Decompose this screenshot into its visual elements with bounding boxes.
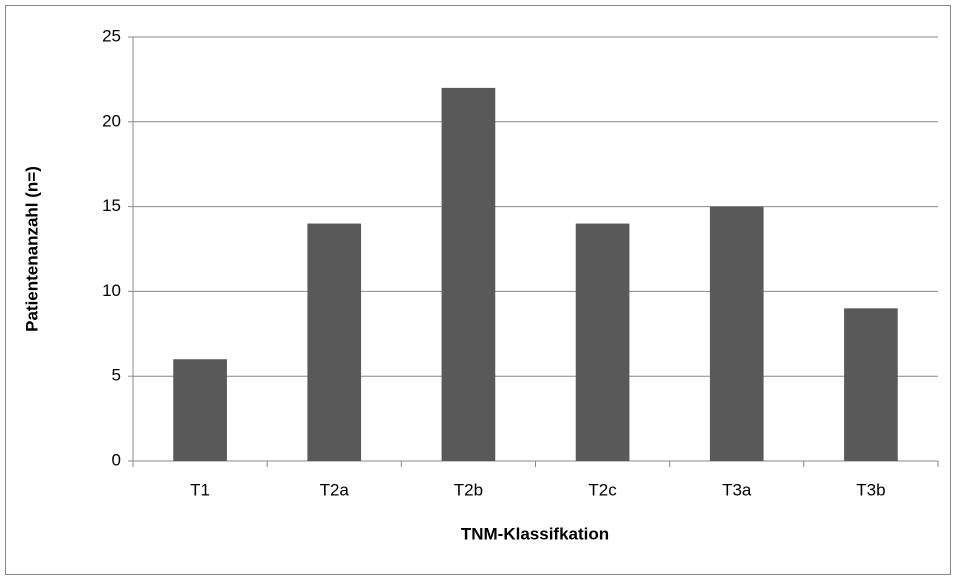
x-tick-label: T3a [722, 480, 752, 499]
y-tick-label: 0 [112, 450, 121, 469]
bar [844, 308, 898, 461]
y-tick-label: 10 [102, 281, 121, 300]
bar [709, 206, 764, 461]
x-axis-title: TNM-Klassifkation [461, 524, 609, 543]
x-tick-label: T2c [588, 480, 617, 499]
y-tick-label: 20 [102, 111, 121, 130]
bar [441, 87, 496, 461]
x-tick-label: T2a [320, 480, 350, 499]
bar [307, 223, 362, 461]
y-tick-label: 5 [112, 366, 121, 385]
y-axis-title: Patientenanzahl (n=) [22, 166, 41, 332]
bar [575, 223, 630, 461]
x-tick-label: T3b [856, 480, 885, 499]
x-tick-label: T1 [190, 480, 210, 499]
y-tick-label: 15 [102, 196, 121, 215]
y-tick-label: 25 [102, 26, 121, 45]
bar [173, 359, 227, 461]
x-tick-label: T2b [454, 480, 483, 499]
